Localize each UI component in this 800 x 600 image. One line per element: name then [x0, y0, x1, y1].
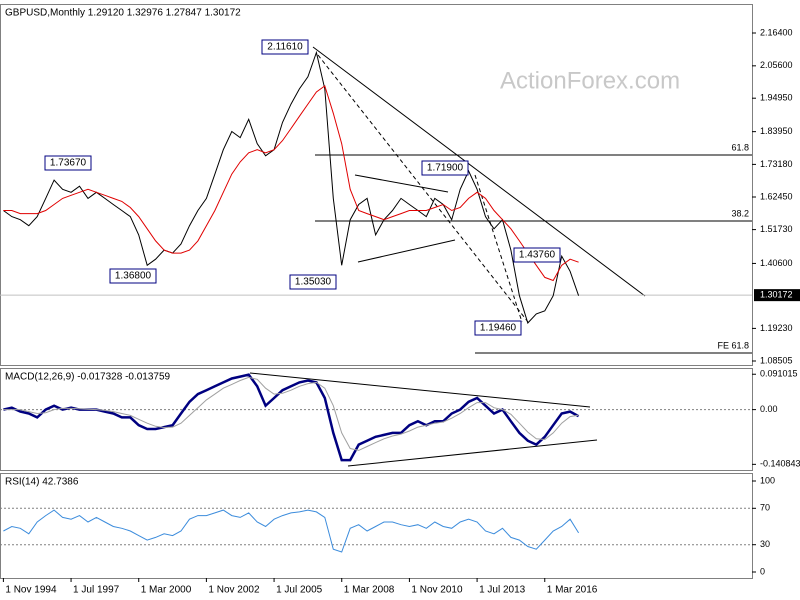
trend-line	[347, 439, 598, 467]
y-tick-label: 1.62450	[760, 191, 793, 201]
x-tick-label: 1 Nov 1994	[5, 585, 57, 596]
x-tick-label: 1 Jul 2005	[276, 585, 323, 596]
annotation: 1.71900	[427, 163, 464, 174]
annotation: 1.36800	[115, 271, 152, 282]
y-tick-label: 70	[760, 503, 770, 513]
annotation-box	[261, 39, 309, 55]
watermark: ActionForex.com	[500, 67, 680, 94]
x-tick-label: 1 Mar 2000	[141, 585, 192, 596]
x-tick-label: 1 Nov 2002	[208, 585, 260, 596]
trend-line	[354, 174, 449, 193]
annotation-box	[44, 155, 92, 171]
trend-lines	[249, 46, 646, 467]
y-tick-label: 1.94950	[760, 93, 793, 103]
rsi-panel	[0, 473, 753, 579]
fib-label: 61.8	[731, 142, 749, 152]
trend-line	[249, 372, 591, 408]
y-tick-label: 100	[760, 475, 775, 485]
fib-label: FE 61.8	[717, 340, 749, 350]
y-tick-label: 30	[760, 539, 770, 549]
y-tick-label: 2.16400	[760, 27, 793, 37]
annotation-box	[421, 160, 469, 176]
series-line	[3, 509, 580, 553]
trend-line	[474, 174, 523, 323]
y-tick-label: 1.40600	[760, 258, 793, 268]
series-line	[3, 376, 579, 451]
annotation: 1.19460	[480, 323, 517, 334]
y-tick-label: -0.140843	[760, 459, 800, 469]
annotation: 1.35030	[295, 277, 332, 288]
last-price-box	[754, 289, 800, 302]
panel-title: MACD(12,26,9) -0.017328 -0.013759	[5, 372, 171, 383]
series-line	[3, 50, 580, 324]
annotation-box	[109, 268, 157, 284]
trend-line	[312, 46, 646, 297]
y-tick-label: 1.83950	[760, 126, 793, 136]
macd-panel	[0, 368, 753, 471]
y-tick-label: 1.19230	[760, 323, 793, 333]
y-tick-label: 1.51730	[760, 224, 793, 234]
trend-line	[317, 54, 529, 323]
trend-line	[357, 239, 456, 263]
x-tick-label: 1 Mar 2008	[344, 585, 395, 596]
x-tick-label: 1 Nov 2010	[411, 585, 463, 596]
price-panel	[0, 4, 753, 366]
panel-title: RSI(14) 42.7386	[5, 477, 79, 488]
annotation-box	[474, 320, 522, 336]
y-tick-label: 0.091015	[760, 369, 798, 379]
annotation-box	[513, 247, 561, 263]
y-tick-label: 1.08505	[760, 355, 793, 365]
annotation: 1.43760	[519, 250, 556, 261]
x-tick-label: 1 Mar 2016	[547, 585, 598, 596]
y-tick-label: 0.00	[760, 404, 778, 414]
annotation: 1.73670	[50, 158, 87, 169]
series-line	[3, 85, 579, 282]
x-tick-label: 1 Jul 2013	[479, 585, 526, 596]
panel-title: GBPUSD,Monthly 1.29120 1.32976 1.27847 1…	[5, 8, 241, 19]
annotation-box	[289, 274, 337, 290]
annotation: 2.11610	[267, 42, 303, 53]
x-tick-label: 1 Jul 1997	[73, 585, 120, 596]
y-tick-label: 0	[760, 566, 765, 576]
fib-label: 38.2	[731, 208, 749, 218]
y-tick-label: 1.73180	[760, 159, 793, 169]
last-price-label: 1.30172	[760, 290, 793, 300]
y-tick-label: 2.05600	[760, 60, 793, 70]
